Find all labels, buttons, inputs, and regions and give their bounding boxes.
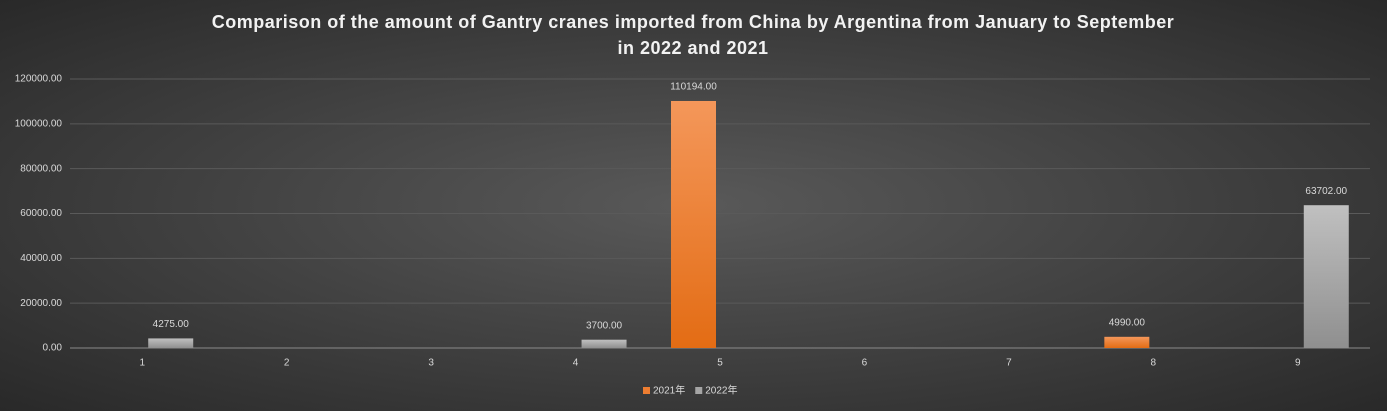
x-tick-label: 6 xyxy=(862,358,868,369)
data-label: 4990.00 xyxy=(1109,317,1146,328)
bar xyxy=(1303,205,1349,348)
chart-title: Comparison of the amount of Gantry crane… xyxy=(212,12,1174,58)
bar xyxy=(581,339,627,348)
y-tick-label: 0.00 xyxy=(43,343,63,354)
bar xyxy=(671,100,716,348)
data-label: 4275.00 xyxy=(153,319,190,330)
legend-swatch xyxy=(643,387,650,394)
y-tick-label: 20000.00 xyxy=(20,298,62,309)
y-tick-label: 100000.00 xyxy=(15,118,63,129)
x-tick-label: 1 xyxy=(139,358,145,369)
bar xyxy=(148,338,194,348)
x-tick-label: 8 xyxy=(1151,358,1157,369)
x-tick-label: 2 xyxy=(284,358,290,369)
y-tick-label: 60000.00 xyxy=(20,208,62,219)
data-label: 110194.00 xyxy=(670,82,717,93)
x-tick-label: 5 xyxy=(717,358,723,369)
bar xyxy=(1104,336,1150,348)
legend-label: 2021年 xyxy=(653,384,685,397)
y-tick-label: 80000.00 xyxy=(20,163,62,174)
y-tick-label: 40000.00 xyxy=(20,253,62,264)
x-tick-label: 4 xyxy=(573,358,579,369)
data-label: 3700.00 xyxy=(586,320,623,331)
legend-label: 2022年 xyxy=(705,384,737,397)
data-label: 63702.00 xyxy=(1305,186,1347,197)
x-tick-label: 7 xyxy=(1006,358,1012,369)
x-tick-label: 9 xyxy=(1295,358,1301,369)
legend-swatch xyxy=(695,387,703,394)
y-tick-label: 120000.00 xyxy=(15,74,63,85)
x-tick-label: 3 xyxy=(428,358,434,369)
